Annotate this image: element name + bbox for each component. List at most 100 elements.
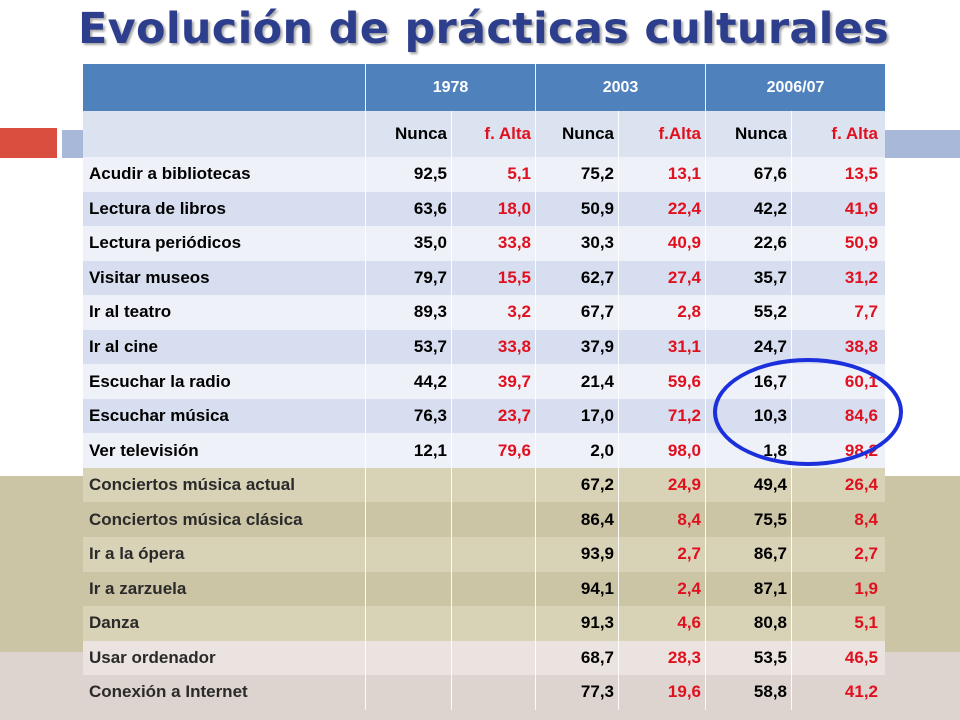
- table-row: Escuchar música 76,3 23,7 17,0 71,2 10,3 84,6: [83, 398, 885, 434]
- table-row: Lectura periódicos 35,0 33,8 30,3 40,9 22,6 50…: [83, 226, 885, 261]
- nunca-cell: 80,8: [706, 606, 792, 641]
- frecuencia-alta-cell: [452, 571, 536, 607]
- frecuencia-alta-cell: 4,6: [619, 606, 706, 641]
- subheader-nunca: Nunca: [536, 111, 619, 157]
- year-header-1978: 1978: [366, 64, 536, 111]
- nunca-cell: 53,7: [366, 329, 452, 365]
- frecuencia-alta-cell: 5,1: [452, 157, 536, 192]
- nunca-cell: 77,3: [536, 675, 619, 710]
- row-label: Acudir a bibliotecas: [83, 157, 366, 192]
- row-label: Visitar museos: [83, 260, 366, 296]
- frecuencia-alta-cell: 98,2: [844, 440, 878, 460]
- slide-title: Evolución de prácticas culturales: [78, 4, 890, 54]
- row-label: Lectura periódicos: [83, 226, 366, 261]
- table-row: Conciertos música clásica 86,4 8,4 75,5 8,4: [83, 502, 885, 538]
- nunca-cell: 17,0: [536, 398, 619, 434]
- subheader-nunca: Nunca: [366, 111, 452, 157]
- frecuencia-alta-cell: 19,6: [619, 675, 706, 710]
- frecuencia-alta-cell: [452, 675, 536, 710]
- decorative-red-bar: [0, 128, 57, 158]
- frecuencia-alta-cell: [452, 502, 536, 538]
- table-row: Acudir a bibliotecas 92,5 5,1 75,2 13,1 67,6 1…: [83, 157, 885, 192]
- nunca-cell: 89,3: [366, 295, 452, 330]
- header-empty-cell: [83, 64, 366, 111]
- nunca-cell: 50,9: [536, 191, 619, 227]
- nunca-cell: 30,3: [536, 226, 619, 261]
- nunca-cell: 75,2: [536, 157, 619, 192]
- frecuencia-alta-cell: 79,6: [452, 433, 536, 468]
- frecuencia-alta-cell: 2,8: [619, 295, 706, 330]
- nunca-cell: 91,3: [536, 606, 619, 641]
- nunca-cell: 49,4: [706, 467, 792, 503]
- nunca-cell: [366, 502, 452, 538]
- frecuencia-alta-cell: 18,0: [452, 191, 536, 227]
- table-row: Ir al cine 53,7 33,8 37,9 31,1 24,7 38,8: [83, 329, 885, 365]
- table-row: Danza 91,3 4,6 80,8 5,1: [83, 606, 885, 641]
- nunca-cell: 68,7: [536, 640, 619, 676]
- frecuencia-alta-cell: 50,9: [844, 233, 878, 253]
- year-header-2003: 2003: [536, 64, 706, 111]
- nunca-cell: 86,7: [706, 537, 792, 572]
- frecuencia-alta-cell: 38,8: [844, 337, 878, 356]
- frecuencia-alta-cell: 40,9: [619, 226, 706, 261]
- nunca-cell: 12,1: [366, 433, 452, 468]
- subheader-frecuencia-alta: f. Alta: [452, 111, 536, 157]
- nunca-cell: [366, 640, 452, 676]
- table-row: Escuchar la radio 44,2 39,7 21,4 59,6 16,7 60,…: [83, 364, 885, 399]
- frecuencia-alta-cell: 5,1: [854, 613, 878, 633]
- frecuencia-alta-cell: 33,8: [452, 226, 536, 261]
- nunca-cell: 16,7: [706, 364, 792, 399]
- nunca-cell: 1,8: [706, 433, 792, 468]
- frecuencia-alta-cell: 39,7: [452, 364, 536, 399]
- nunca-cell: 21,4: [536, 364, 619, 399]
- frecuencia-alta-cell: 2,7: [619, 537, 706, 572]
- row-label: Conexión a Internet: [83, 675, 366, 710]
- frecuencia-alta-cell: 1,9: [854, 578, 878, 598]
- nunca-cell: 53,5: [706, 640, 792, 676]
- row-label: Escuchar música: [83, 398, 366, 434]
- table-row: Ir al teatro 89,3 3,2 67,7 2,8 55,2 7,7: [83, 295, 885, 330]
- nunca-cell: 22,6: [706, 226, 792, 261]
- table-row: Ir a zarzuela 94,1 2,4 87,1 1,9: [83, 571, 885, 607]
- nunca-cell: 55,2: [706, 295, 792, 330]
- frecuencia-alta-cell: [452, 537, 536, 572]
- nunca-cell: 2,0: [536, 433, 619, 468]
- nunca-cell: 75,5: [706, 502, 792, 538]
- frecuencia-alta-cell: [452, 467, 536, 503]
- row-label: Ir a la ópera: [83, 537, 366, 572]
- row-label: Conciertos música clásica: [83, 502, 366, 538]
- frecuencia-alta-cell: [452, 640, 536, 676]
- nunca-cell: 92,5: [366, 157, 452, 192]
- frecuencia-alta-cell: 71,2: [619, 398, 706, 434]
- table-row: Ver televisión 12,1 79,6 2,0 98,0 1,8 98,2: [83, 433, 885, 468]
- practices-table: 1978 2003 2006/07 Nunca f. Alta Nunca f.…: [83, 64, 885, 710]
- nunca-cell: 76,3: [366, 398, 452, 434]
- frecuencia-alta-cell: 2,7: [854, 544, 878, 564]
- frecuencia-alta-cell: 31,2: [844, 267, 878, 287]
- row-label: Ir al cine: [83, 329, 366, 365]
- nunca-cell: 24,7: [706, 329, 792, 365]
- subheader-frecuencia-alta: f.Alta: [619, 111, 706, 157]
- nunca-cell: [366, 606, 452, 641]
- nunca-cell: 93,9: [536, 537, 619, 572]
- frecuencia-alta-cell: 2,4: [619, 571, 706, 607]
- nunca-cell: 79,7: [366, 260, 452, 296]
- frecuencia-alta-cell: 24,9: [619, 467, 706, 503]
- row-label: Escuchar la radio: [83, 364, 366, 399]
- nunca-cell: 42,2: [706, 191, 792, 227]
- nunca-cell: 67,7: [536, 295, 619, 330]
- row-label: Lectura de libros: [83, 191, 366, 227]
- frecuencia-alta-cell: 31,1: [619, 329, 706, 365]
- row-label: Ir al teatro: [83, 295, 366, 330]
- frecuencia-alta-cell: 23,7: [452, 398, 536, 434]
- nunca-cell: 67,2: [536, 467, 619, 503]
- table-row: Conexión a Internet 77,3 19,6 58,8 41,2: [83, 675, 885, 710]
- nunca-cell: 10,3: [706, 398, 792, 434]
- frecuencia-alta-cell: 41,2: [844, 682, 878, 702]
- frecuencia-alta-cell: 7,7: [854, 302, 878, 322]
- subheader-nunca: Nunca: [706, 111, 792, 157]
- table-row: Ir a la ópera 93,9 2,7 86,7 2,7: [83, 537, 885, 572]
- row-label: Conciertos música actual: [83, 467, 366, 503]
- frecuencia-alta-cell: 27,4: [619, 260, 706, 296]
- frecuencia-alta-cell: 41,9: [844, 198, 878, 218]
